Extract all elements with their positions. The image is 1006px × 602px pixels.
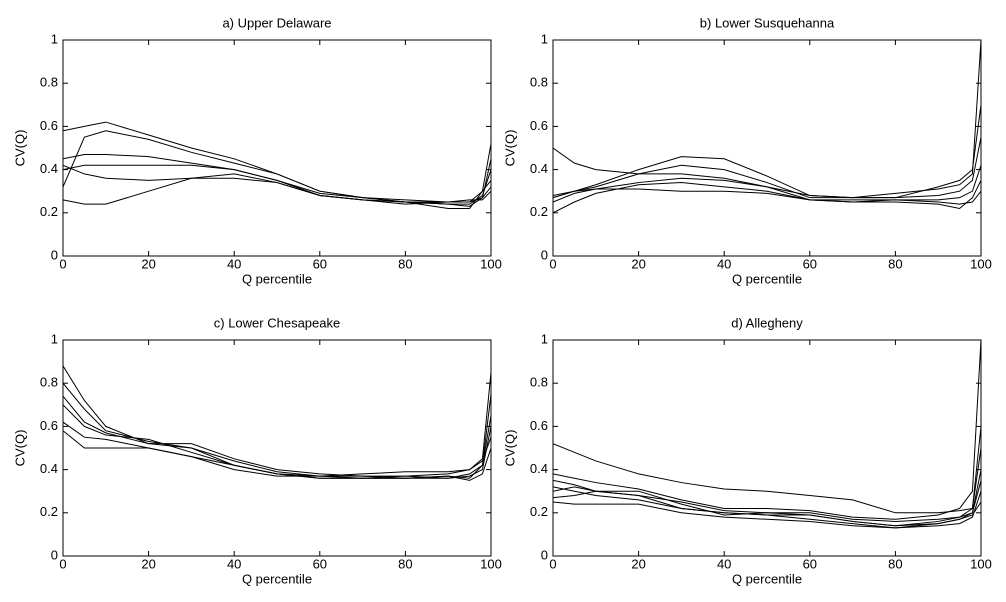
- y-tick-label: 0.8: [530, 375, 548, 390]
- x-axis-label: Q percentile: [242, 271, 312, 286]
- y-tick-label: 0.2: [40, 504, 58, 519]
- x-tick-label: 20: [141, 256, 155, 271]
- y-tick-label: 1: [51, 31, 58, 46]
- chart-title: a) Upper Delaware: [222, 15, 331, 30]
- x-tick-label: 100: [480, 256, 502, 271]
- x-tick-label: 80: [398, 556, 412, 571]
- x-tick-label: 0: [549, 256, 556, 271]
- x-tick-label: 40: [227, 556, 241, 571]
- y-tick-label: 1: [51, 331, 58, 346]
- data-line: [63, 404, 491, 481]
- y-axis-label: CV(Q): [12, 430, 27, 467]
- data-line: [553, 340, 981, 520]
- data-line: [63, 382, 491, 479]
- x-tick-label: 20: [141, 556, 155, 571]
- y-tick-label: 1: [541, 31, 548, 46]
- data-line: [63, 164, 491, 203]
- x-tick-label: 20: [631, 556, 645, 571]
- data-line: [553, 426, 981, 522]
- x-tick-label: 60: [313, 556, 327, 571]
- y-tick-label: 0.6: [530, 118, 548, 133]
- data-line: [553, 180, 981, 214]
- data-line: [553, 137, 981, 199]
- x-axis-label: Q percentile: [732, 271, 802, 286]
- y-tick-label: 0: [541, 547, 548, 562]
- axes-box: [552, 339, 982, 557]
- y-tick-label: 0.8: [40, 75, 58, 90]
- data-line: [553, 165, 981, 203]
- plot-area: [63, 121, 491, 209]
- y-tick-label: 0: [51, 247, 58, 262]
- subplot: 0 20 40 60 80 100 0 0.2 0.4 0.6 0.8 1 b) Lower Susqu…: [502, 15, 991, 286]
- x-tick-label: 40: [717, 556, 731, 571]
- y-tick-label: 0.6: [530, 418, 548, 433]
- x-tick-label: 60: [313, 256, 327, 271]
- x-tick-label: 40: [227, 256, 241, 271]
- axes-box: [62, 339, 492, 557]
- x-tick-label: 0: [59, 556, 66, 571]
- data-line: [63, 365, 491, 479]
- y-tick-label: 0.4: [40, 461, 58, 476]
- x-tick-label: 80: [398, 256, 412, 271]
- y-tick-label: 1: [541, 331, 548, 346]
- x-tick-label: 100: [480, 556, 502, 571]
- y-tick-label: 0.6: [40, 118, 58, 133]
- y-tick-label: 0.6: [40, 418, 58, 433]
- chart-title: c) Lower Chesapeake: [214, 315, 340, 330]
- y-axis-label: CV(Q): [502, 430, 517, 467]
- axes-box: [552, 39, 982, 257]
- y-axis-label: CV(Q): [502, 130, 517, 167]
- x-tick-label: 100: [970, 256, 992, 271]
- chart-title: d) Allegheny: [731, 315, 803, 330]
- x-tick-label: 20: [631, 256, 645, 271]
- data-line: [553, 491, 981, 529]
- x-tick-label: 100: [970, 556, 992, 571]
- data-line: [63, 130, 491, 209]
- chart-title: b) Lower Susquehanna: [700, 15, 835, 30]
- y-axis-label: CV(Q): [12, 130, 27, 167]
- data-line: [63, 164, 491, 205]
- x-tick-label: 40: [717, 256, 731, 271]
- data-line: [63, 173, 491, 207]
- y-tick-label: 0.4: [530, 461, 548, 476]
- y-tick-label: 0.4: [530, 161, 548, 176]
- data-line: [553, 40, 981, 199]
- y-tick-label: 0.2: [530, 204, 548, 219]
- data-line: [63, 415, 491, 479]
- y-tick-label: 0.8: [40, 375, 58, 390]
- plot-area: [63, 365, 491, 481]
- y-tick-label: 0.8: [530, 75, 548, 90]
- y-tick-label: 0.4: [40, 161, 58, 176]
- y-tick-label: 0: [541, 247, 548, 262]
- data-line: [63, 395, 491, 479]
- x-axis-label: Q percentile: [732, 571, 802, 586]
- data-line: [553, 443, 981, 514]
- y-tick-label: 0: [51, 547, 58, 562]
- data-line: [553, 486, 981, 529]
- data-line: [63, 430, 491, 477]
- x-tick-label: 80: [888, 556, 902, 571]
- x-tick-label: 60: [803, 556, 817, 571]
- plot-area: [553, 340, 981, 529]
- data-line: [553, 104, 981, 199]
- subplot: 0 20 40 60 80 100 0 0.2 0.4 0.6 0.8 1 d) Allegheny Q …: [502, 315, 991, 586]
- x-tick-label: 60: [803, 256, 817, 271]
- subplot: 0 20 40 60 80 100 0 0.2 0.4 0.6 0.8 1 c) Lower Chesa…: [12, 315, 501, 586]
- x-axis-label: Q percentile: [242, 571, 312, 586]
- data-line: [553, 469, 981, 527]
- axes-box: [62, 39, 492, 257]
- x-tick-label: 80: [888, 256, 902, 271]
- y-tick-label: 0.2: [530, 504, 548, 519]
- data-line: [553, 188, 981, 205]
- data-line: [63, 121, 491, 203]
- plot-area: [553, 40, 981, 214]
- x-tick-label: 0: [549, 556, 556, 571]
- x-tick-label: 0: [59, 256, 66, 271]
- subplot: 0 20 40 60 80 100 0 0.2 0.4 0.6 0.8 1 a) Upper Delaw…: [12, 15, 501, 286]
- y-tick-label: 0.2: [40, 204, 58, 219]
- data-line: [63, 153, 491, 205]
